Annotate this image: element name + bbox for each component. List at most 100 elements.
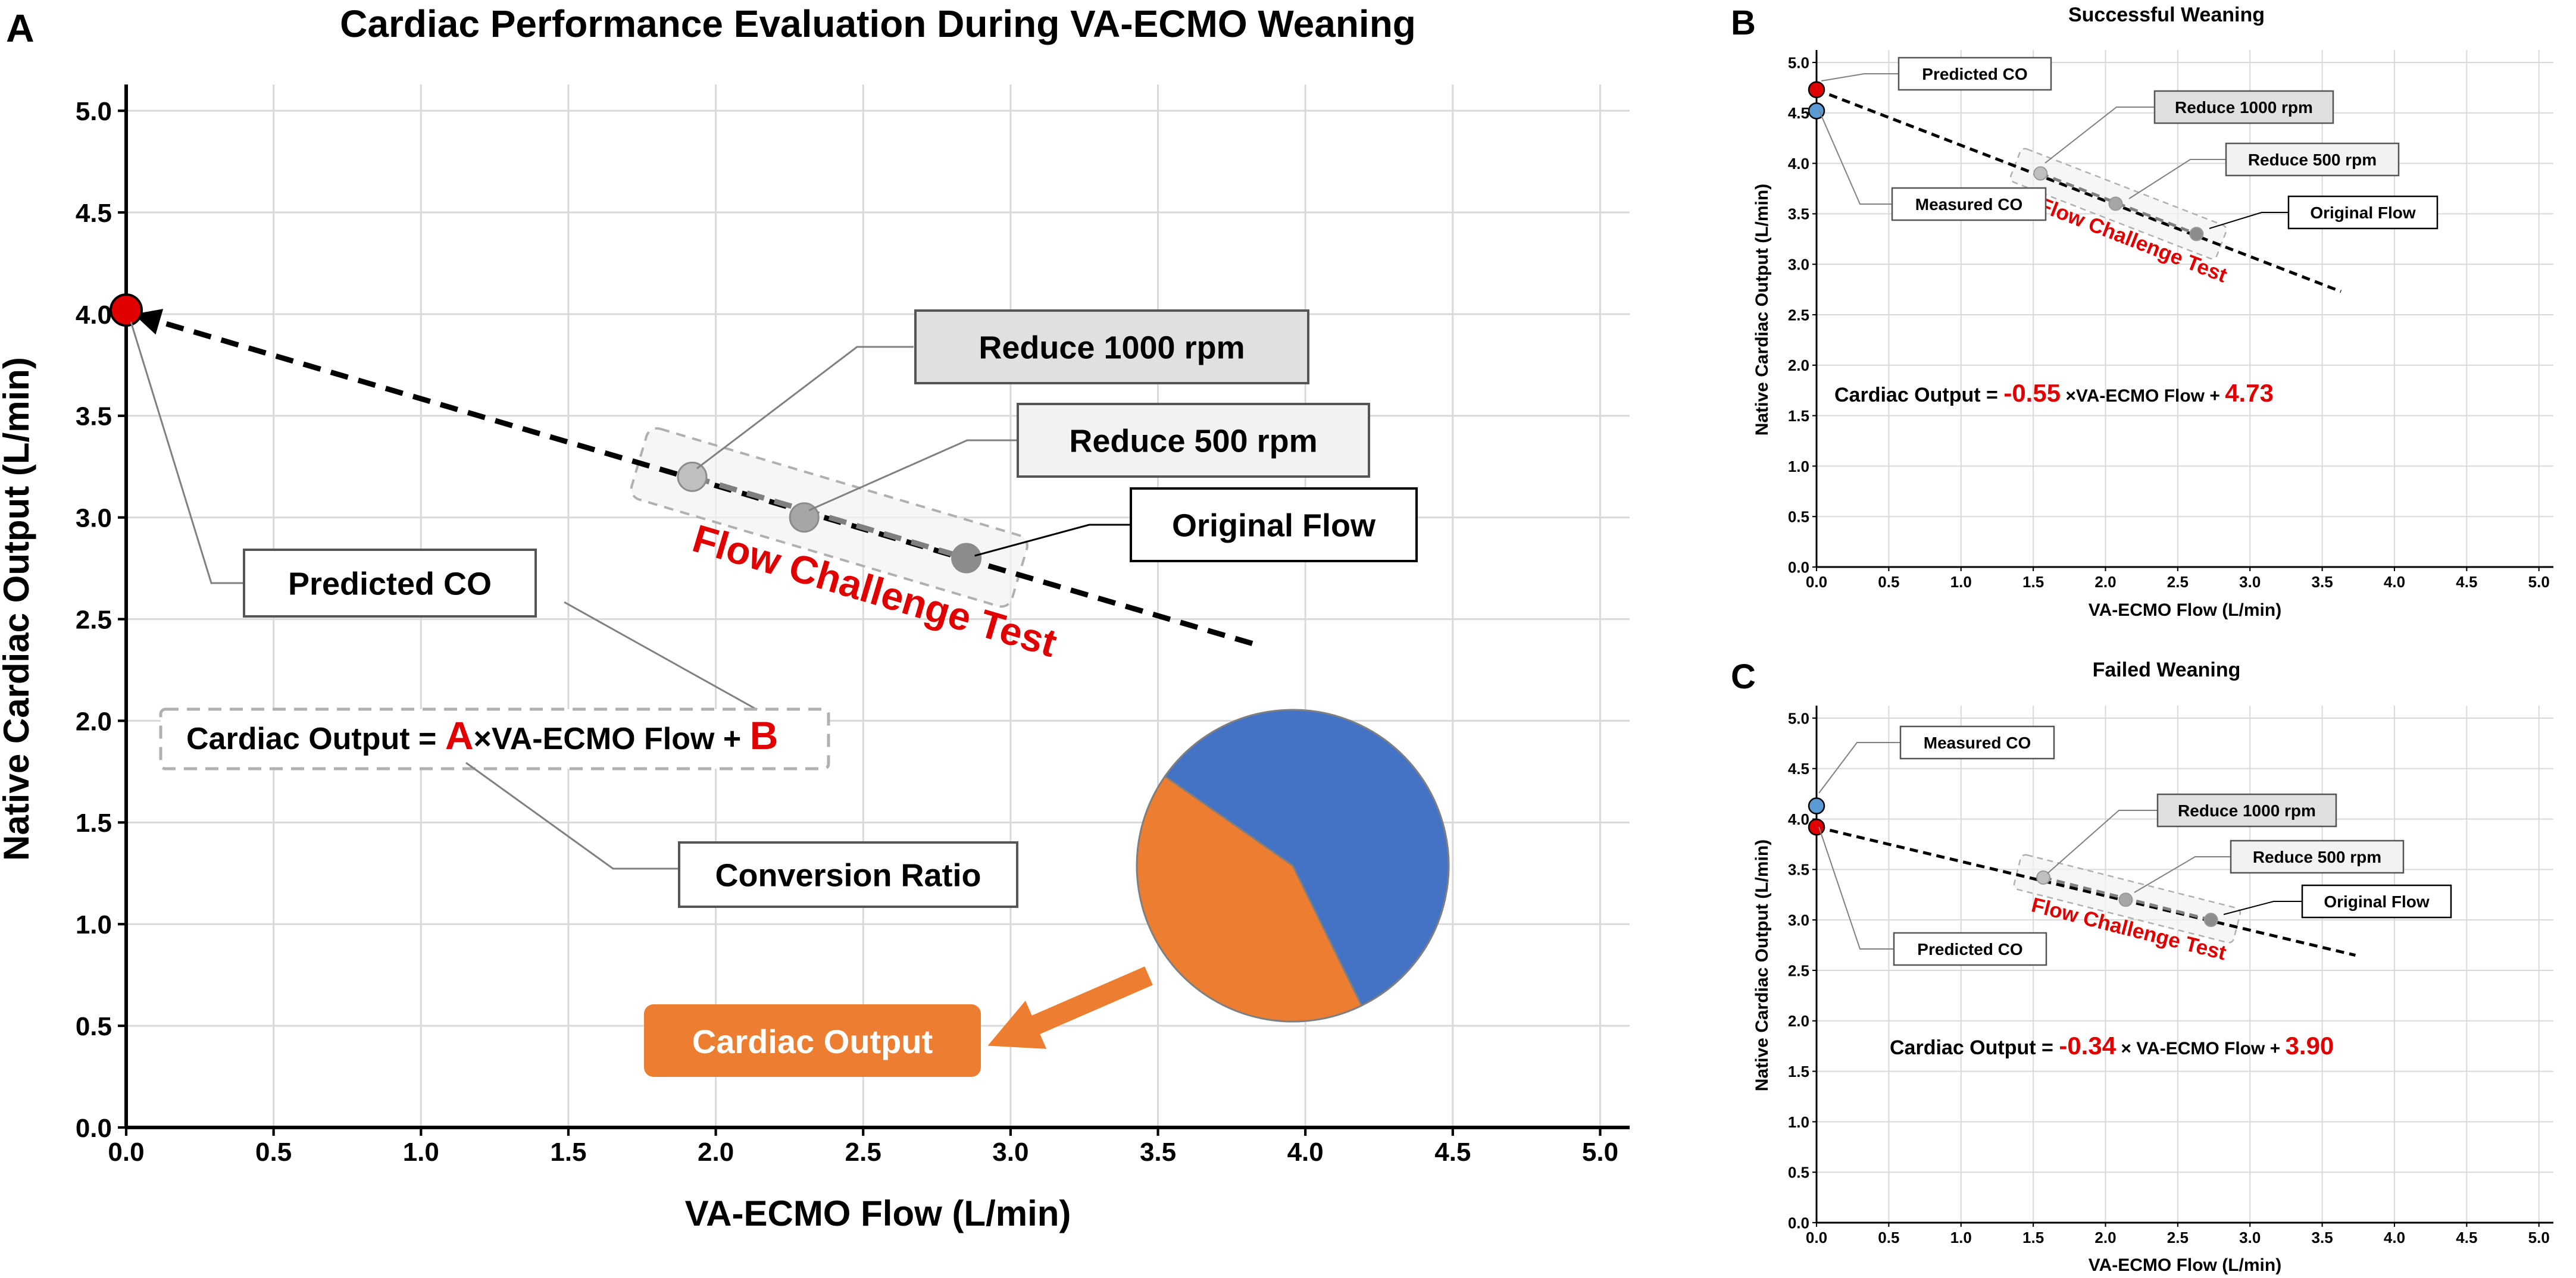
leader-reduce1000: [696, 346, 914, 469]
callout-reduce1000-box: [2156, 793, 2337, 828]
equation-b: 4.73: [2225, 379, 2274, 407]
equation-middle: ×VA-ECMO Flow +: [2061, 386, 2225, 406]
equation-prefix: Cardiac Output =: [186, 722, 445, 756]
x-tick-label: 0.0: [1806, 573, 1827, 591]
callout-reduce500-label: Reduce 500 rpm: [1069, 423, 1317, 459]
x-tick-label: 5.0: [1582, 1138, 1618, 1167]
y-tick-label: 2.0: [76, 707, 112, 736]
callout-predicted-group: Predicted CO: [243, 549, 537, 618]
y-axis-label: Native Cardiac Output (L/min): [1752, 184, 1772, 436]
y-tick-label: 1.5: [1788, 407, 1809, 425]
y-tick-label: 3.0: [76, 504, 112, 533]
data-point-2: [789, 502, 820, 533]
equation-text: Cardiac Output = -0.34 × VA-ECMO Flow + …: [1890, 1032, 2334, 1060]
x-tick-label: 4.0: [2384, 573, 2405, 591]
callout-reduce500-box: [1017, 403, 1370, 478]
callout-predicted-box: [243, 549, 537, 618]
marks-layer: [110, 73, 2356, 1077]
leader-predicted-to-b: [564, 601, 765, 715]
leader-reduce500: [2128, 159, 2226, 199]
x-tick-label: 0.0: [1806, 1229, 1827, 1246]
x-tick-label: 1.5: [2022, 1229, 2044, 1246]
x-tick-label: 4.5: [2456, 1229, 2477, 1246]
x-tick-label: 1.5: [550, 1138, 586, 1167]
callout-reduce1000-box: [2153, 90, 2334, 124]
leader-predicted: [130, 321, 260, 584]
callout-reduce1000-group: Reduce 1000 rpm: [2156, 793, 2337, 828]
cardiac-output-arrow: [987, 966, 1153, 1049]
x-tick-label: 4.0: [2384, 1229, 2405, 1246]
x-tick-label: 3.5: [2312, 573, 2333, 591]
predicted-co-point: [1808, 81, 1825, 99]
callout-measured-label: Measured CO: [1915, 195, 2023, 214]
leader-original: [2209, 212, 2289, 229]
x-axis-label: VA-ECMO Flow (L/min): [685, 1194, 1071, 1233]
equation-b: B: [750, 713, 779, 757]
cardiac-output-badge: [644, 1004, 981, 1077]
y-tick-label: 3.0: [1788, 256, 1809, 274]
x-tick-label: 3.0: [992, 1138, 1028, 1167]
equation-a: A: [445, 713, 474, 757]
measurement-segment: [691, 474, 967, 561]
callout-measured-label: Measured CO: [1924, 734, 2031, 752]
callout-conversion-box: [678, 841, 1018, 908]
callout-original-box: [2301, 884, 2452, 919]
trend-line: [1816, 825, 2356, 957]
y-tick-label: 0.5: [1788, 1164, 1809, 1182]
callout-original-group: Original Flow: [2301, 884, 2452, 919]
cardiac-output-label: Cardiac Output: [692, 1023, 933, 1060]
callout-predicted-label: Predicted CO: [288, 566, 492, 602]
x-tick-label: 3.5: [2312, 1229, 2333, 1246]
data-point-3: [951, 543, 982, 574]
y-tick-label: 0.0: [1788, 1214, 1809, 1232]
leader-measured: [1818, 742, 1900, 794]
equation-a: -0.34: [2059, 1032, 2116, 1060]
leader-predicted: [1821, 73, 1899, 82]
predicted-co-point: [1808, 818, 1825, 836]
leader-reduce500: [808, 439, 1018, 512]
callout-measured-group: Measured CO: [1899, 725, 2055, 760]
callout-reduce1000-box: [914, 309, 1309, 384]
y-tick-label: 5.0: [76, 97, 112, 126]
leader-measured: [1818, 109, 1892, 205]
y-tick-label: 0.0: [1788, 558, 1809, 576]
equation-middle: × VA-ECMO Flow +: [2116, 1039, 2285, 1058]
data-point-3: [2203, 913, 2218, 928]
x-tick-label: 1.0: [403, 1138, 439, 1167]
predicted-co-point: [110, 293, 143, 327]
x-tick-label: 0.5: [1878, 573, 1899, 591]
y-tick-label: 1.5: [76, 809, 112, 838]
y-tick-label: 3.5: [1788, 861, 1809, 879]
callout-measured-box: [1899, 725, 2055, 760]
x-tick-label: 3.0: [2239, 573, 2261, 591]
callout-predicted-label: Predicted CO: [1917, 940, 2022, 958]
equation-box: [159, 707, 830, 770]
callout-reduce1000-group: Reduce 1000 rpm: [2153, 90, 2334, 124]
callout-predicted-label: Predicted CO: [1922, 65, 2027, 83]
callout-measured-group: Measured CO: [1891, 187, 2047, 221]
y-tick-label: 1.0: [1788, 1113, 1809, 1131]
y-tick-label: 4.0: [1788, 810, 1809, 828]
data-point-1: [2036, 870, 2051, 885]
leader-conversion: [465, 762, 679, 870]
x-axis-label: VA-ECMO Flow (L/min): [2089, 600, 2281, 620]
y-axis-label: Native Cardiac Output (L/min): [1752, 840, 1772, 1091]
y-tick-label: 0.0: [76, 1114, 112, 1143]
leader-predicted: [1818, 826, 1894, 950]
x-tick-label: 0.5: [1878, 1229, 1899, 1246]
y-tick-label: 2.0: [1788, 356, 1809, 374]
equation-text: Cardiac Output = -0.55 ×VA-ECMO Flow + 4…: [1834, 379, 2274, 407]
callout-original-group: Original Flow: [2287, 195, 2439, 230]
callout-reduce1000-label: Reduce 1000 rpm: [978, 330, 1245, 365]
x-tick-label: 1.0: [1950, 573, 1972, 591]
leader-reduce1000: [2047, 810, 2158, 874]
data-point-1: [2033, 166, 2048, 181]
x-tick-label: 0.5: [255, 1138, 292, 1167]
y-tick-label: 4.5: [76, 199, 112, 228]
y-tick-label: 4.5: [1788, 760, 1809, 778]
leader-original: [974, 524, 1131, 557]
y-tick-label: 1.0: [76, 910, 112, 939]
x-tick-label: 3.5: [1140, 1138, 1176, 1167]
measured-co-point: [1808, 797, 1825, 815]
